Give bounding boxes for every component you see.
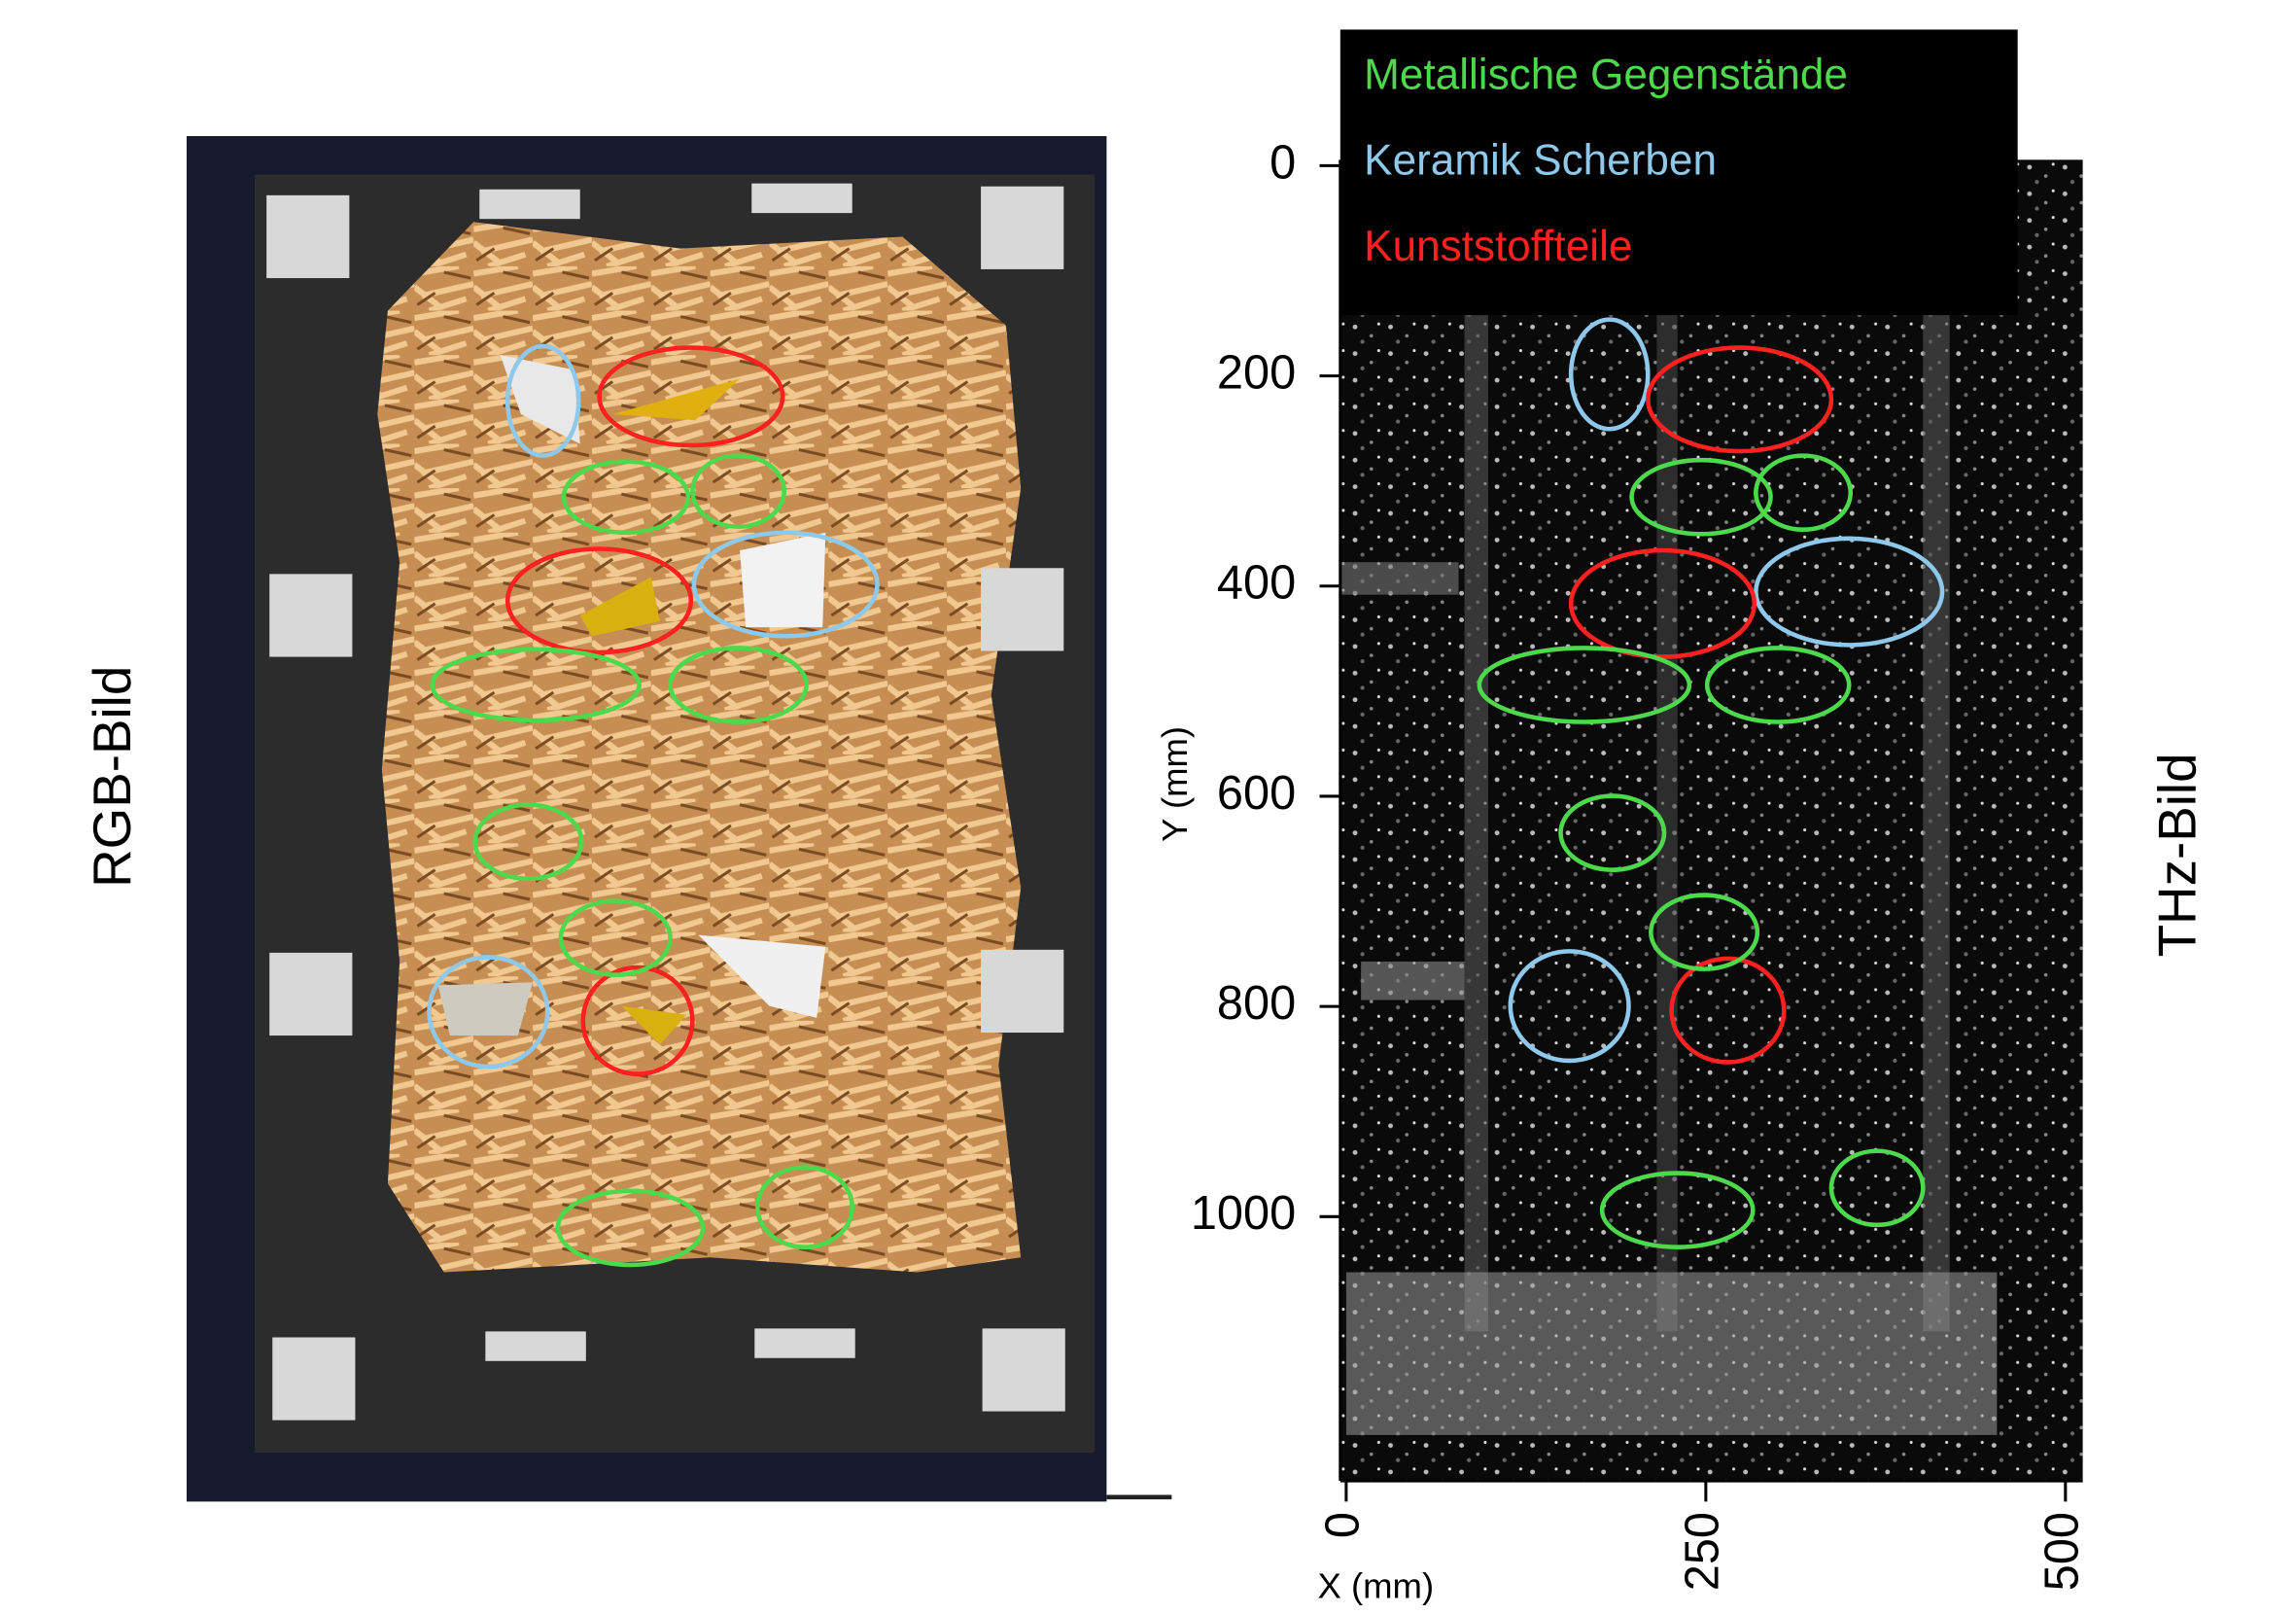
legend-entry: Kunststoffteile <box>1364 223 1632 270</box>
y-tick-label: 0 <box>1270 136 1296 189</box>
ellipse <box>690 453 786 529</box>
ellipse <box>668 646 809 724</box>
ellipse <box>558 898 673 977</box>
ellipse <box>1477 646 1692 724</box>
panel-label: THz-Bild <box>2146 753 2207 957</box>
annotations-rgb <box>427 343 880 1268</box>
ellipse <box>472 802 584 882</box>
ellipse <box>597 345 785 448</box>
rgb-image <box>186 135 1172 1502</box>
ellipse <box>555 1188 706 1268</box>
ellipse <box>1669 956 1787 1065</box>
x-axis-label: X (mm) <box>1318 1565 1435 1605</box>
ellipse <box>1704 646 1852 724</box>
ellipse <box>430 647 642 723</box>
y-tick-label: 400 <box>1217 557 1296 610</box>
legend-entry: Metallische Gegenstände <box>1364 51 1848 98</box>
y-tick-label: 1000 <box>1191 1187 1296 1240</box>
ellipse <box>1754 453 1854 532</box>
ellipse <box>1558 793 1667 872</box>
x-tick-label: 0 <box>1317 1512 1370 1538</box>
x-tick-label: 250 <box>1677 1512 1729 1591</box>
thz-image <box>1339 159 2083 1482</box>
ellipse <box>691 530 880 639</box>
y-tick-label: 800 <box>1217 977 1296 1030</box>
y-tick-label: 200 <box>1217 346 1296 399</box>
ellipse <box>1568 317 1651 432</box>
ellipse <box>504 546 694 655</box>
panel-label: RGB-Bild <box>82 666 142 888</box>
ellipse <box>755 1165 854 1249</box>
ellipse <box>1629 457 1773 537</box>
ellipse <box>504 343 581 458</box>
legend-entry: Keramik Scherben <box>1364 137 1717 185</box>
x-tick-label: 500 <box>2036 1512 2089 1591</box>
y-tick-label: 600 <box>1217 767 1296 820</box>
ellipse <box>1508 949 1631 1064</box>
annotations-thz <box>1477 317 1945 1249</box>
ellipse <box>580 965 695 1076</box>
ellipse <box>1828 1148 1926 1228</box>
legend-box <box>1339 29 2018 316</box>
ellipse <box>1599 1171 1756 1249</box>
ellipse <box>561 459 691 536</box>
ellipse <box>1649 893 1760 971</box>
ellipse <box>1568 547 1757 659</box>
y-axis-label: Y (mm) <box>1155 726 1195 842</box>
ellipse <box>427 955 550 1070</box>
ellipse <box>1754 536 1945 648</box>
ellipse <box>1645 345 1834 454</box>
